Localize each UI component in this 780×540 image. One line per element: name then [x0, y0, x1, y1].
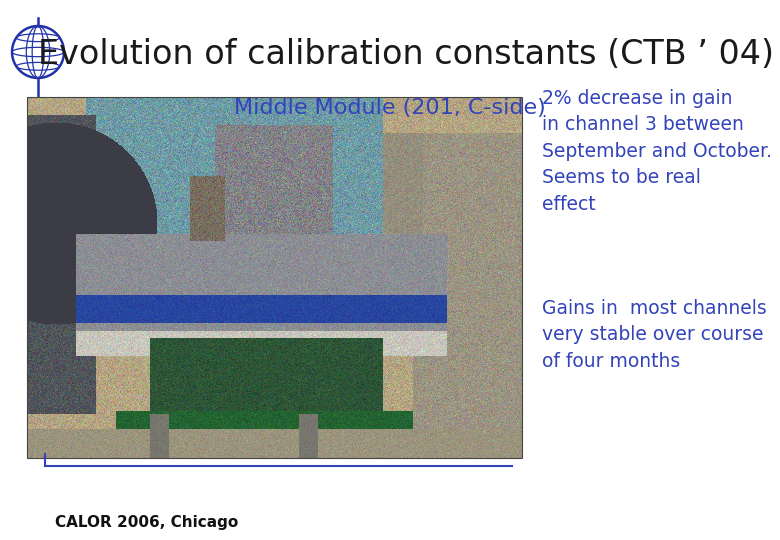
Text: Middle Module (201, C-side): Middle Module (201, C-side) — [234, 98, 546, 118]
Text: Evolution of calibration constants (CTB ’ 04): Evolution of calibration constants (CTB … — [37, 38, 774, 71]
Text: Gains in  most channels
very stable over course
of four months: Gains in most channels very stable over … — [542, 299, 767, 371]
Text: CALOR 2006, Chicago: CALOR 2006, Chicago — [55, 515, 238, 530]
Text: 2% decrease in gain
in channel 3 between
September and October.
Seems to be real: 2% decrease in gain in channel 3 between… — [542, 89, 772, 214]
Bar — [27, 97, 522, 458]
